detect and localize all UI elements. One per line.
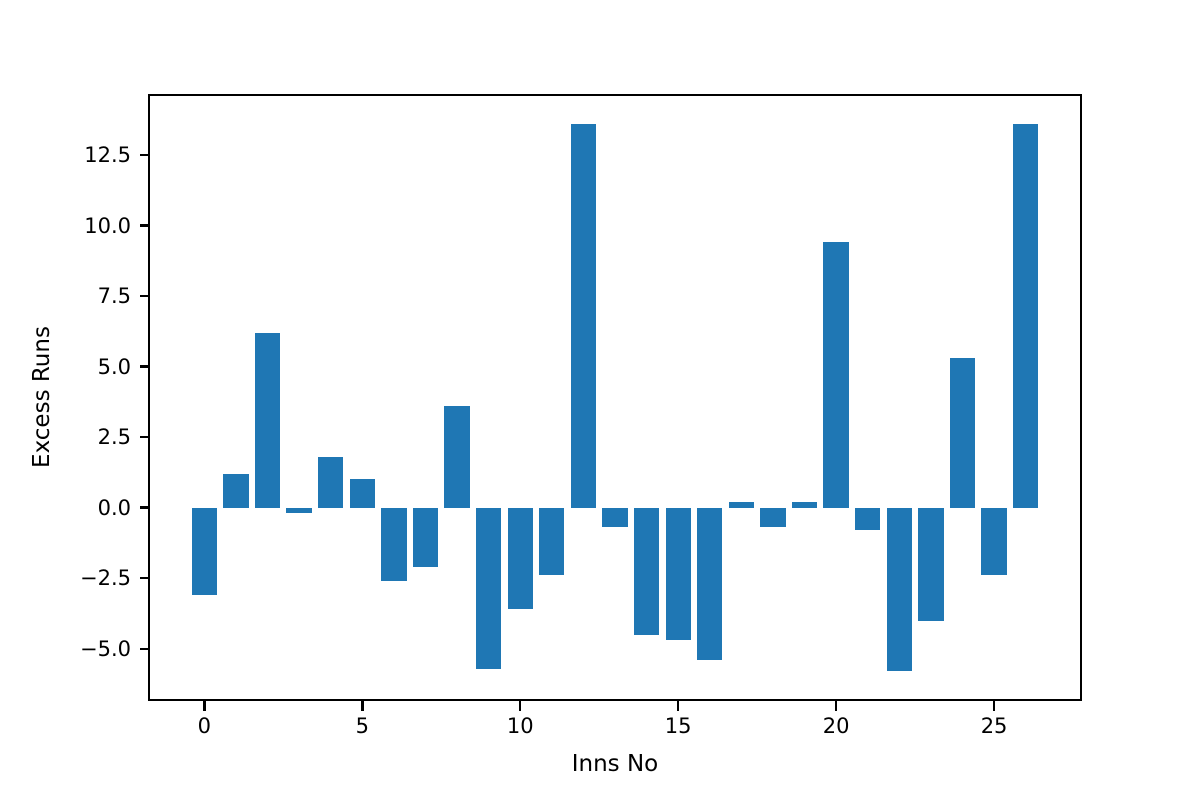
- x-tick: [518, 701, 522, 711]
- y-tick: [140, 224, 150, 227]
- bar-inns-5: [349, 479, 375, 508]
- bar-inns-17: [728, 502, 754, 508]
- y-tick: [140, 647, 150, 651]
- x-axis-label: Inns No: [571, 751, 659, 777]
- bar-inns-26: [1013, 123, 1039, 508]
- x-tick: [361, 701, 364, 711]
- y-tick: [140, 153, 150, 157]
- bar-inns-7: [412, 507, 439, 567]
- y-tick: [140, 365, 150, 368]
- x-tick-label: 15: [664, 714, 692, 738]
- bar-inns-6: [381, 507, 407, 582]
- x-tick: [834, 701, 838, 711]
- bar-inns-21: [855, 507, 881, 531]
- bar-inns-3: [286, 507, 312, 514]
- y-tick-label: 0.0: [97, 495, 131, 520]
- bar-inns-11: [539, 507, 565, 576]
- y-tick-label: −2.5: [80, 566, 131, 591]
- x-tick-label: 20: [822, 714, 850, 738]
- y-tick-label: 2.5: [97, 425, 131, 450]
- bar-inns-25: [981, 507, 1007, 576]
- x-tick-label: 25: [980, 714, 1008, 738]
- bar-inns-9: [476, 507, 502, 669]
- bar-inns-15: [665, 507, 691, 641]
- bar-inns-24: [949, 358, 976, 508]
- x-tick: [676, 701, 680, 711]
- bar-inns-10: [507, 507, 533, 610]
- bar-inns-18: [760, 507, 786, 528]
- bar-inns-0: [191, 507, 217, 596]
- y-tick: [140, 294, 150, 298]
- bar-inns-1: [223, 473, 249, 508]
- bar-inns-23: [918, 507, 944, 621]
- bar-inns-2: [254, 332, 281, 508]
- bar-inns-20: [823, 242, 849, 508]
- x-tick: [203, 701, 206, 711]
- x-tick-label: 10: [506, 714, 534, 738]
- x-tick-label: 5: [355, 714, 369, 738]
- y-tick-label: 5.0: [97, 354, 131, 379]
- y-tick: [140, 435, 150, 439]
- y-tick-label: 12.5: [84, 142, 131, 167]
- bar-inns-12: [570, 123, 597, 508]
- y-tick: [140, 506, 150, 509]
- y-tick-label: 10.0: [84, 213, 131, 238]
- bar-inns-4: [318, 456, 344, 508]
- bar-inns-8: [444, 406, 470, 508]
- bar-inns-22: [886, 507, 912, 672]
- bar-inns-19: [791, 502, 818, 508]
- x-tick: [992, 701, 996, 711]
- plot-area: [150, 96, 1080, 699]
- bar-inns-13: [602, 507, 628, 528]
- bar-inns-16: [697, 507, 723, 661]
- y-axis-label: Excess Runs: [29, 326, 55, 468]
- y-tick-label: 7.5: [97, 284, 131, 309]
- y-tick: [140, 576, 150, 580]
- x-tick-label: 0: [197, 714, 212, 738]
- bar-inns-14: [633, 507, 660, 635]
- y-tick-label: −5.0: [80, 636, 131, 661]
